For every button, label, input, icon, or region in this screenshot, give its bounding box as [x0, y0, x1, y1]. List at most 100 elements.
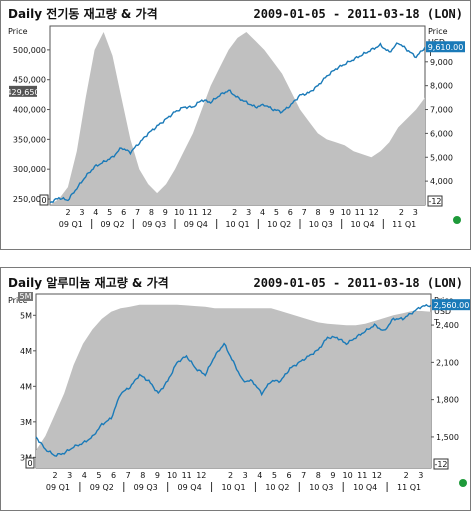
stock-volume-area	[36, 304, 431, 468]
month-tick-label: 2	[228, 471, 233, 480]
month-tick-label: 9	[155, 471, 160, 480]
left-top-marker	[18, 292, 33, 301]
status-dot	[459, 479, 467, 487]
right-unit-label: T	[427, 49, 433, 58]
month-tick-label: 3	[67, 471, 72, 480]
left-zero-label: 0	[27, 459, 32, 468]
aluminium-chart-svg: Daily 알루미늄 재고량 & 가격 2009-01-05 - 2011-03-…	[8, 275, 470, 492]
month-tick-label: 4	[257, 471, 262, 480]
current-price-label: 2,560.00	[434, 301, 470, 310]
month-tick-label: 8	[316, 208, 321, 217]
aluminium-chart-panel: Daily 알루미늄 재고량 & 가격 2009-01-05 - 2011-03-…	[0, 267, 471, 511]
right-tick-label: 4,000	[430, 177, 453, 186]
right-corner-label: -12	[434, 460, 447, 469]
chart-title: Daily 알루미늄 재고량 & 가격	[8, 275, 169, 290]
month-tick-label: 4	[82, 471, 87, 480]
quarter-label: 10 Q3	[309, 483, 333, 492]
right-corner-box	[427, 195, 443, 207]
month-tick-label: 8	[316, 471, 321, 480]
right-tick-label: 7,000	[430, 106, 453, 115]
month-tick-label: 12	[202, 208, 212, 217]
month-tick-label: 3	[418, 471, 423, 480]
right-tick-label: 9,000	[430, 58, 453, 67]
quarter-label: 09 Q3	[142, 220, 166, 229]
quarter-label: 11 Q1	[397, 483, 421, 492]
month-tick-label: 8	[149, 208, 154, 217]
right-unit-label: T	[433, 318, 439, 327]
quarter-label: 09 Q4	[178, 483, 202, 492]
left-zero-box	[25, 457, 35, 469]
month-tick-label: 7	[126, 471, 131, 480]
month-tick-label: 3	[243, 471, 248, 480]
left-tick-label: 5M	[20, 311, 32, 320]
right-unit-label: Price	[428, 27, 448, 36]
right-tick-label: 6,000	[430, 129, 453, 138]
status-dot	[453, 216, 461, 224]
quarter-label: 11 Q1	[392, 220, 416, 229]
month-tick-label: 4	[93, 208, 98, 217]
left-tick-label: 4M	[20, 347, 32, 356]
month-tick-label: 6	[287, 471, 292, 480]
month-tick-label: 3	[79, 208, 84, 217]
left-zero-box	[39, 194, 49, 206]
month-tick-label: 5	[274, 208, 279, 217]
left-unit-label: Price	[8, 296, 28, 305]
month-tick-label: 6	[111, 471, 116, 480]
right-tick-label: 1,800	[436, 396, 459, 405]
month-tick-label: 11	[355, 208, 365, 217]
left-tick-label: 3M	[20, 418, 32, 427]
month-tick-label: 11	[357, 471, 367, 480]
left-zero-label: 0	[41, 196, 46, 205]
month-tick-label: 9	[163, 208, 168, 217]
month-tick-label: 11	[188, 208, 198, 217]
right-tick-label: 5,000	[430, 153, 453, 162]
quarter-label: 10 Q4	[350, 220, 374, 229]
left-value-marker	[9, 85, 37, 97]
current-price-label: 9,610.00	[428, 43, 464, 52]
quarter-label: 10 Q1	[221, 483, 245, 492]
month-tick-label: 9	[329, 208, 334, 217]
left-top-marker-label: 5M	[20, 292, 32, 301]
left-unit-label: Price	[8, 27, 28, 36]
quarter-label: 09 Q2	[90, 483, 114, 492]
right-tick-label: 1,500	[436, 433, 459, 442]
left-tick-label: 4M	[20, 382, 32, 391]
quarter-label: 10 Q4	[353, 483, 377, 492]
right-tick-label: 8,000	[430, 82, 453, 91]
month-tick-label: 9	[330, 471, 335, 480]
quarter-label: 10 Q2	[265, 483, 289, 492]
quarter-label: 09 Q1	[59, 220, 83, 229]
right-corner-box	[433, 458, 449, 470]
month-tick-label: 11	[182, 471, 192, 480]
month-tick-label: 5	[96, 471, 101, 480]
month-tick-label: 10	[341, 208, 351, 217]
copper-chart-svg: Daily 전기동 재고량 & 가격 2009-01-05 - 2011-03-1…	[6, 6, 465, 229]
left-tick-label: 350,000	[13, 135, 46, 144]
month-tick-label: 10	[167, 471, 177, 480]
date-range: 2009-01-05 - 2011-03-18 (LON)	[253, 7, 463, 21]
quarter-label: 10 Q3	[309, 220, 333, 229]
month-tick-label: 5	[107, 208, 112, 217]
right-unit-label: USD	[434, 307, 451, 316]
month-tick-label: 12	[369, 208, 379, 217]
month-tick-label: 10	[174, 208, 184, 217]
month-tick-label: 3	[246, 208, 251, 217]
month-tick-label: 6	[121, 208, 126, 217]
month-tick-label: 2	[52, 471, 57, 480]
left-tick-label: 450,000	[13, 76, 46, 85]
month-tick-label: 3	[413, 208, 418, 217]
right-tick-label: 2,400	[436, 321, 459, 330]
price-line	[49, 42, 426, 204]
right-corner-label: -12	[428, 197, 441, 206]
month-tick-label: 7	[135, 208, 140, 217]
month-tick-label: 2	[232, 208, 237, 217]
quarter-label: 09 Q2	[100, 220, 124, 229]
month-tick-label: 4	[260, 208, 265, 217]
month-tick-label: 6	[288, 208, 293, 217]
copper-chart-panel: Daily 전기동 재고량 & 가격 2009-01-05 - 2011-03-1…	[0, 0, 471, 250]
month-tick-label: 2	[404, 471, 409, 480]
price-line	[35, 303, 432, 457]
month-tick-label: 10	[343, 471, 353, 480]
quarter-label: 10 Q1	[225, 220, 249, 229]
right-tick-label: 2,100	[436, 358, 459, 367]
